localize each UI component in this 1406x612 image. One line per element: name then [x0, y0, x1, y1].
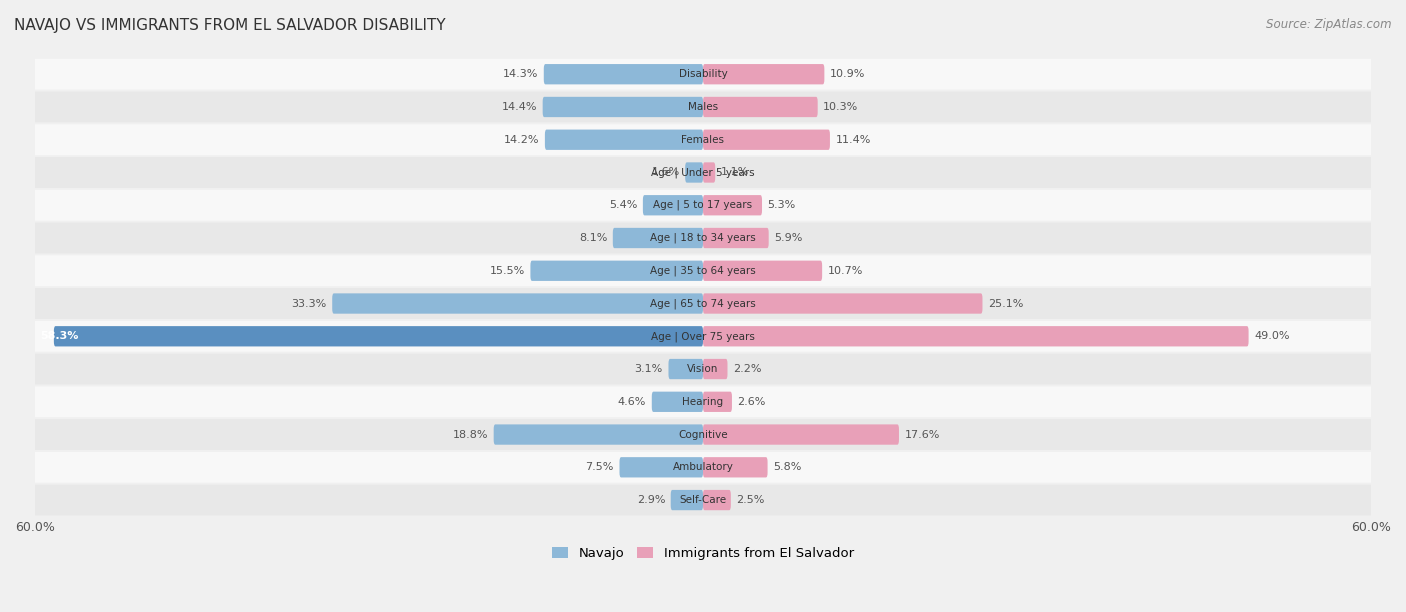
FancyBboxPatch shape: [35, 157, 1371, 188]
FancyBboxPatch shape: [703, 392, 733, 412]
FancyBboxPatch shape: [35, 223, 1371, 253]
FancyBboxPatch shape: [35, 452, 1371, 483]
Text: 15.5%: 15.5%: [489, 266, 524, 276]
Text: Ambulatory: Ambulatory: [672, 462, 734, 472]
Text: 5.4%: 5.4%: [609, 200, 637, 211]
FancyBboxPatch shape: [543, 97, 703, 117]
Text: Source: ZipAtlas.com: Source: ZipAtlas.com: [1267, 18, 1392, 31]
FancyBboxPatch shape: [613, 228, 703, 248]
Text: Females: Females: [682, 135, 724, 144]
FancyBboxPatch shape: [35, 92, 1371, 122]
Text: 25.1%: 25.1%: [988, 299, 1024, 308]
Text: Age | 18 to 34 years: Age | 18 to 34 years: [650, 233, 756, 243]
FancyBboxPatch shape: [35, 321, 1371, 352]
FancyBboxPatch shape: [703, 130, 830, 150]
Text: 10.7%: 10.7%: [828, 266, 863, 276]
Text: Hearing: Hearing: [682, 397, 724, 407]
FancyBboxPatch shape: [544, 64, 703, 84]
Text: 8.1%: 8.1%: [579, 233, 607, 243]
Text: NAVAJO VS IMMIGRANTS FROM EL SALVADOR DISABILITY: NAVAJO VS IMMIGRANTS FROM EL SALVADOR DI…: [14, 18, 446, 34]
Text: Males: Males: [688, 102, 718, 112]
Text: 17.6%: 17.6%: [904, 430, 939, 439]
FancyBboxPatch shape: [620, 457, 703, 477]
FancyBboxPatch shape: [530, 261, 703, 281]
Text: Age | 35 to 64 years: Age | 35 to 64 years: [650, 266, 756, 276]
Text: 33.3%: 33.3%: [291, 299, 326, 308]
FancyBboxPatch shape: [35, 419, 1371, 450]
Text: Age | Under 5 years: Age | Under 5 years: [651, 167, 755, 177]
Text: 11.4%: 11.4%: [835, 135, 870, 144]
Text: 10.3%: 10.3%: [824, 102, 859, 112]
Text: 2.6%: 2.6%: [738, 397, 766, 407]
Text: Age | 65 to 74 years: Age | 65 to 74 years: [650, 298, 756, 309]
FancyBboxPatch shape: [35, 190, 1371, 221]
Text: Age | 5 to 17 years: Age | 5 to 17 years: [654, 200, 752, 211]
FancyBboxPatch shape: [703, 359, 727, 379]
Text: 4.6%: 4.6%: [617, 397, 647, 407]
FancyBboxPatch shape: [643, 195, 703, 215]
Text: 5.8%: 5.8%: [773, 462, 801, 472]
FancyBboxPatch shape: [703, 97, 818, 117]
FancyBboxPatch shape: [703, 195, 762, 215]
FancyBboxPatch shape: [703, 64, 824, 84]
Text: Vision: Vision: [688, 364, 718, 374]
Text: Age | Over 75 years: Age | Over 75 years: [651, 331, 755, 341]
FancyBboxPatch shape: [668, 359, 703, 379]
Text: 10.9%: 10.9%: [830, 69, 865, 79]
FancyBboxPatch shape: [685, 162, 703, 182]
Text: Cognitive: Cognitive: [678, 430, 728, 439]
FancyBboxPatch shape: [53, 326, 703, 346]
FancyBboxPatch shape: [494, 424, 703, 445]
Text: 49.0%: 49.0%: [1254, 331, 1289, 341]
FancyBboxPatch shape: [546, 130, 703, 150]
Text: 1.1%: 1.1%: [721, 168, 749, 177]
FancyBboxPatch shape: [703, 424, 898, 445]
Text: 5.9%: 5.9%: [775, 233, 803, 243]
Text: 14.2%: 14.2%: [503, 135, 540, 144]
Text: 18.8%: 18.8%: [453, 430, 488, 439]
FancyBboxPatch shape: [35, 288, 1371, 319]
Text: Disability: Disability: [679, 69, 727, 79]
FancyBboxPatch shape: [35, 485, 1371, 515]
FancyBboxPatch shape: [332, 293, 703, 314]
FancyBboxPatch shape: [35, 255, 1371, 286]
FancyBboxPatch shape: [35, 124, 1371, 155]
Text: 2.5%: 2.5%: [737, 495, 765, 505]
Text: 14.4%: 14.4%: [502, 102, 537, 112]
Text: 7.5%: 7.5%: [585, 462, 614, 472]
FancyBboxPatch shape: [35, 354, 1371, 384]
Text: 2.2%: 2.2%: [733, 364, 762, 374]
Text: 3.1%: 3.1%: [634, 364, 662, 374]
FancyBboxPatch shape: [703, 261, 823, 281]
Text: 1.6%: 1.6%: [651, 168, 679, 177]
FancyBboxPatch shape: [703, 490, 731, 510]
FancyBboxPatch shape: [652, 392, 703, 412]
Legend: Navajo, Immigrants from El Salvador: Navajo, Immigrants from El Salvador: [547, 541, 859, 565]
Text: 5.3%: 5.3%: [768, 200, 796, 211]
Text: Self-Care: Self-Care: [679, 495, 727, 505]
FancyBboxPatch shape: [703, 293, 983, 314]
FancyBboxPatch shape: [35, 59, 1371, 89]
Text: 2.9%: 2.9%: [637, 495, 665, 505]
FancyBboxPatch shape: [35, 386, 1371, 417]
Text: 14.3%: 14.3%: [503, 69, 538, 79]
FancyBboxPatch shape: [703, 457, 768, 477]
FancyBboxPatch shape: [703, 326, 1249, 346]
Text: 58.3%: 58.3%: [41, 331, 79, 341]
FancyBboxPatch shape: [703, 162, 716, 182]
FancyBboxPatch shape: [703, 228, 769, 248]
FancyBboxPatch shape: [671, 490, 703, 510]
